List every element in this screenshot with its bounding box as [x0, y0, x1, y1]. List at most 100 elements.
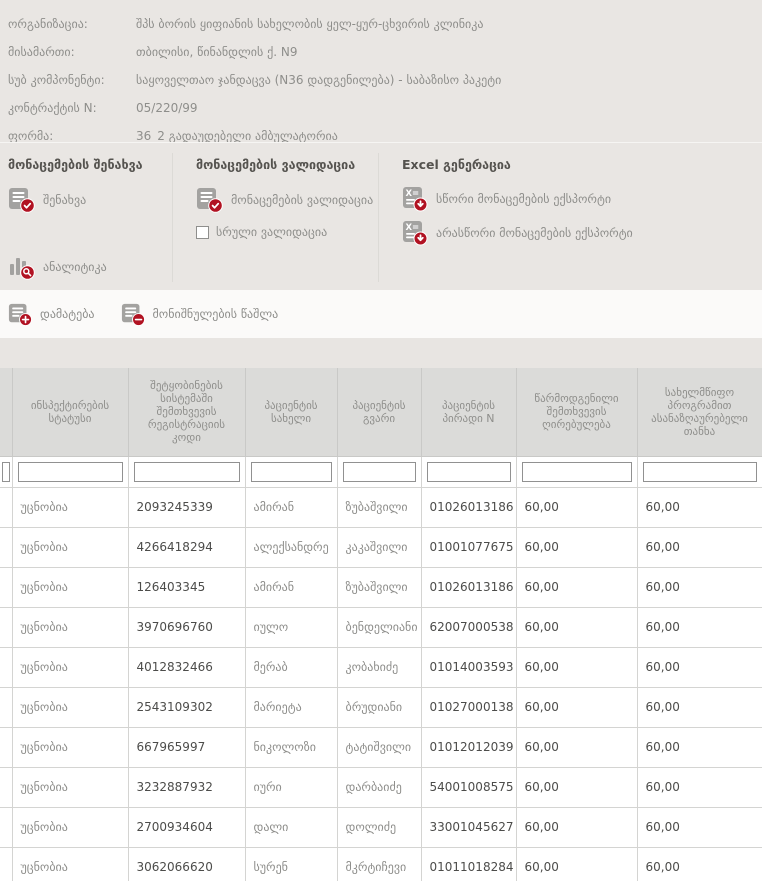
patients-grid: ინსპექტირების სტატუსი შეტყობინების სისტე…	[0, 338, 762, 881]
table-cell: უცნობია	[11, 726, 129, 768]
table-row[interactable]: უცნობია 4266418294 ალექსანდრე კაკაშვილი 0100…	[0, 526, 762, 568]
filter-row	[0, 455, 762, 488]
table-cell: ზუბაშვილი	[336, 486, 422, 528]
table-cell: ზუბაშვილი	[336, 566, 422, 608]
full-validation-checkbox[interactable]	[196, 225, 209, 239]
table-row[interactable]: უცნობია 3970696760 იულო ბენდელიანი 620070005…	[0, 606, 762, 648]
column-header-registration-code[interactable]: შეტყობინების სისტემაში შემთხვევის რეგისტ…	[127, 368, 246, 457]
table-cell: მკრტიჩევი	[336, 846, 422, 881]
row-toolbar: დამატება მონიშნულების წაშლა	[0, 290, 762, 338]
table-cell: 60,00	[515, 846, 638, 881]
delete-selected-button[interactable]: მონიშნულების წაშლა	[121, 302, 278, 326]
column-header-reimbursable-amount[interactable]: სახელმწიფო პროგრამით ასანაზღაურებელი თან…	[636, 368, 762, 457]
table-cell: უცნობია	[11, 686, 129, 728]
table-cell: ამირან	[244, 566, 338, 608]
table-row[interactable]: უცნობია 3232887932 იური დარბაიძე 54001008575…	[0, 766, 762, 808]
column-header-first-name[interactable]: პაციენტის სახელი	[244, 368, 338, 457]
table-cell: 60,00	[636, 606, 762, 648]
group-divider	[378, 153, 379, 282]
table-row[interactable]: უცნობია 2700934604 დალი დოლიძე 33001045627 60…	[0, 806, 762, 848]
form-value: 36_2 გადაუდებელი ამბულატორია	[136, 129, 338, 143]
excel-download-icon: X=	[403, 187, 428, 212]
table-cell: 3970696760	[127, 606, 246, 648]
row-select-cell[interactable]	[0, 566, 13, 608]
table-cell: 3062066620	[127, 846, 246, 881]
row-select-cell[interactable]	[0, 646, 13, 688]
row-select-cell[interactable]	[0, 726, 13, 768]
document-check-icon	[197, 188, 223, 213]
table-cell: უცნობია	[11, 646, 129, 688]
info-row-subcomponent: სუბ კომპონენტი: საყოველთაო ჯანდაცვა (N36…	[8, 66, 762, 94]
table-cell: 60,00	[636, 766, 762, 808]
table-cell: 01027000138	[420, 686, 517, 728]
row-select-cell[interactable]	[0, 846, 13, 881]
filter-input-reimbursable-amount[interactable]	[642, 461, 757, 482]
filter-input-registration-code[interactable]	[133, 461, 240, 482]
info-row-form: ფორმა: 36_2 გადაუდებელი ამბულატორია	[8, 122, 762, 150]
table-cell: 01001077675	[420, 526, 517, 568]
document-minus-icon	[121, 303, 145, 326]
row-select-cell[interactable]	[0, 686, 13, 728]
filter-input-case-value[interactable]	[521, 461, 632, 482]
row-select-cell[interactable]	[0, 806, 13, 848]
save-group-title: მონაცემების შენახვა	[8, 157, 143, 172]
info-row-organization: ორგანიზაცია: შპს ბორის ყიფიანის სახელობი…	[8, 10, 762, 38]
contract-label: კონტრაქტის N:	[8, 101, 97, 115]
table-cell: 60,00	[515, 566, 638, 608]
patients-table: ინსპექტირების სტატუსი შეტყობინების სისტე…	[0, 368, 762, 881]
document-check-icon	[9, 188, 35, 213]
table-cell: 60,00	[636, 806, 762, 848]
export-invalid-label: არასწორი მონაცემების ექსპორტი	[436, 226, 633, 240]
excel-group: Excel გენერაცია X= სწორი მონაცემების ექს…	[402, 153, 633, 254]
row-select-cell[interactable]	[0, 526, 13, 568]
filter-input-status[interactable]	[17, 461, 123, 482]
filter-input-last-name[interactable]	[342, 461, 416, 482]
column-header-personal-n[interactable]: პაციენტის პირადი N	[420, 368, 517, 457]
filter-input-select[interactable]	[2, 461, 10, 482]
table-body: უცნობია 2093245339 ამირან ზუბაშვილი 01026013…	[0, 486, 762, 881]
validate-button[interactable]: მონაცემების ვალიდაცია	[196, 186, 373, 213]
table-cell: კობახიძე	[336, 646, 422, 688]
add-row-button[interactable]: დამატება	[8, 302, 95, 326]
row-select-cell[interactable]	[0, 766, 13, 808]
table-cell: 54001008575	[420, 766, 517, 808]
column-header-status[interactable]: ინსპექტირების სტატუსი	[11, 368, 129, 457]
table-cell: 60,00	[515, 766, 638, 808]
table-row[interactable]: უცნობია 2543109302 მარიეტა ბრუდიანი 01027000…	[0, 686, 762, 728]
add-row-label: დამატება	[40, 307, 95, 321]
table-cell: 126403345	[127, 566, 246, 608]
table-cell: 667965997	[127, 726, 246, 768]
export-invalid-button[interactable]: X= არასწორი მონაცემების ექსპორტი	[402, 220, 633, 246]
table-row[interactable]: უცნობია 4012832466 მერაბ კობახიძე 0101400359…	[0, 646, 762, 688]
export-valid-button[interactable]: X= სწორი მონაცემების ექსპორტი	[402, 186, 633, 212]
table-row[interactable]: უცნობია 126403345 ამირან ზუბაშვილი 010260131…	[0, 566, 762, 608]
table-cell: 01026013186	[420, 566, 517, 608]
table-cell: უცნობია	[11, 846, 129, 881]
actions-panel: მონაცემების შენახვა შენახვა	[0, 142, 762, 290]
grid-top-band	[0, 338, 762, 368]
table-cell: უცნობია	[11, 566, 129, 608]
table-row[interactable]: უცნობია 667965997 ნიკოლოზი ტატიშვილი 0101201…	[0, 726, 762, 768]
save-button[interactable]: შენახვა	[8, 186, 143, 213]
filter-input-first-name[interactable]	[250, 461, 332, 482]
subcomponent-label: სუბ კომპონენტი:	[8, 73, 105, 87]
table-cell: ალექსანდრე	[244, 526, 338, 568]
table-cell: 60,00	[636, 686, 762, 728]
table-cell: 4266418294	[127, 526, 246, 568]
table-row[interactable]: უცნობია 3062066620 სურენ მკრტიჩევი 010110182…	[0, 846, 762, 881]
analytics-button[interactable]: ანალიტიკა	[8, 253, 143, 280]
table-cell: მერაბ	[244, 646, 338, 688]
table-cell: უცნობია	[11, 766, 129, 808]
row-select-cell[interactable]	[0, 486, 13, 528]
table-cell: 60,00	[515, 606, 638, 648]
filter-input-personal-n[interactable]	[426, 461, 511, 482]
form-info-panel: ორგანიზაცია: შპს ბორის ყიფიანის სახელობი…	[0, 0, 762, 143]
table-cell: უცნობია	[11, 606, 129, 648]
full-validation-option: სრული ვალიდაცია	[196, 225, 373, 239]
table-row[interactable]: უცნობია 2093245339 ამირან ზუბაშვილი 01026013…	[0, 486, 762, 528]
row-select-cell[interactable]	[0, 606, 13, 648]
column-header-case-value[interactable]: წარმოდგენილი შემთხვევის ღირებულება	[515, 368, 638, 457]
table-cell: უცნობია	[11, 806, 129, 848]
column-header-last-name[interactable]: პაციენტის გვარი	[336, 368, 422, 457]
